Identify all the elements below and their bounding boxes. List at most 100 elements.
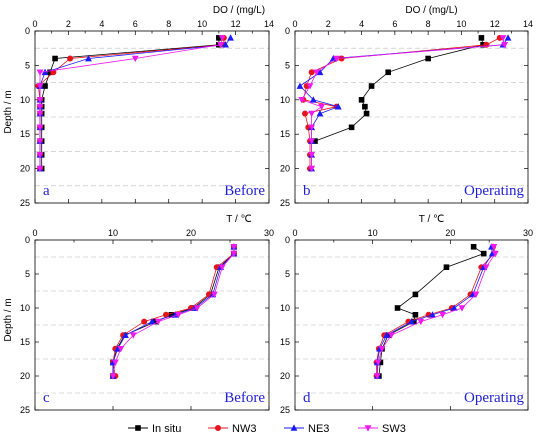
data-point [417, 318, 425, 326]
legend-item-nw3: NW3 [208, 423, 256, 435]
data-point [67, 55, 74, 62]
x-tick-label: 0 [292, 228, 297, 238]
data-point [296, 82, 304, 89]
x-axis-title: T / ℃ [226, 214, 252, 225]
x-tick-label: 10 [456, 19, 466, 29]
data-point [334, 103, 342, 110]
y-tick-label: 0 [25, 26, 30, 36]
y-tick-label: 5 [25, 269, 30, 279]
y-tick-label: 25 [280, 405, 290, 415]
series-sw3 [373, 244, 499, 380]
x-tick-label: 12 [490, 19, 500, 29]
data-point [298, 97, 306, 104]
data-point [308, 152, 316, 159]
data-point [490, 244, 498, 251]
legend-item-ne3: NE3 [284, 423, 329, 435]
data-point [36, 69, 44, 76]
data-point [318, 103, 326, 111]
series-sw3 [36, 35, 226, 173]
data-point [227, 34, 234, 41]
data-point [385, 69, 391, 76]
phase-label: Operating [464, 183, 524, 199]
data-point [478, 35, 485, 41]
legend: In situ NW3 NE3 SW3 [128, 423, 406, 435]
panel-letter: d [303, 390, 311, 406]
x-tick-label: 14 [264, 19, 274, 29]
x-axis-title: T / ℃ [419, 214, 445, 225]
x-tick-label: 10 [108, 228, 118, 238]
y-tick-label: 5 [285, 269, 290, 279]
data-point [36, 97, 44, 104]
x-tick-label: 10 [368, 228, 378, 238]
data-point [383, 331, 391, 338]
panel-a: 0 2 4 6 8 10 12 14 0 5 10 15 20 25 DO / (mg/L) Depth / … [3, 5, 274, 208]
phase-label: Before [224, 183, 265, 199]
x-tick-label: 2 [66, 19, 71, 29]
y-tick-label: 0 [285, 26, 290, 36]
panel-b: 0 2 4 6 8 10 12 14 0 5 10 15 20 25 DO / (mg/L) b Operati… [280, 5, 533, 208]
series-in-situ [110, 244, 237, 379]
x-tick-label: 6 [133, 19, 138, 29]
data-point [439, 312, 446, 319]
phase-label: Before [224, 390, 265, 406]
data-point [109, 373, 117, 380]
x-tick-label: 14 [523, 19, 533, 29]
y-tick-label: 10 [20, 303, 30, 313]
data-point [412, 291, 419, 298]
data-point [301, 110, 308, 117]
data-point [312, 138, 318, 144]
series-nw3 [300, 34, 503, 172]
data-point [216, 35, 222, 41]
data-point [217, 41, 224, 49]
data-point [362, 103, 368, 110]
data-point [358, 97, 365, 103]
data-point [36, 110, 44, 118]
legend-item-sw3: SW3 [358, 423, 406, 435]
x-tick-label: 0 [32, 19, 37, 29]
data-point [504, 34, 512, 41]
legend-marker [215, 425, 221, 431]
legend-label: SW3 [382, 423, 406, 435]
data-point [131, 55, 139, 63]
series-sw3 [298, 35, 509, 173]
y-tick-label: 20 [20, 164, 30, 174]
series-line [376, 246, 495, 376]
x-tick-label: 8 [166, 19, 171, 29]
series-ne3 [36, 34, 234, 172]
data-point [316, 109, 324, 117]
y-tick-label: 0 [285, 235, 290, 245]
data-point [411, 318, 417, 325]
legend-item-in-situ: In situ [128, 423, 181, 435]
data-point [373, 373, 381, 380]
x-tick-label: 20 [186, 228, 196, 238]
data-point [363, 110, 370, 117]
data-point [348, 124, 355, 131]
series-ne3 [109, 243, 238, 379]
legend-marker [135, 425, 141, 431]
data-point [309, 96, 317, 103]
data-point [377, 359, 384, 366]
y-tick-label: 20 [280, 371, 290, 381]
data-point [148, 318, 156, 325]
series-ne3 [373, 243, 496, 379]
panel-c: 0 10 20 30 0 5 10 15 20 25 T / ℃ Depth / m c Before [3, 214, 274, 415]
data-point [408, 318, 415, 325]
data-point [333, 55, 341, 63]
series-line [378, 246, 485, 377]
data-point [141, 318, 148, 325]
series-sw3 [109, 244, 238, 380]
x-tick-label: 20 [445, 228, 455, 238]
legend-marker [364, 425, 372, 432]
x-tick-label: 6 [392, 19, 397, 29]
x-axis-title: DO / (mg/L) [213, 5, 265, 16]
panel-letter: a [43, 183, 50, 199]
x-tick-label: 30 [264, 228, 274, 238]
y-tick-label: 5 [285, 60, 290, 70]
data-point [218, 264, 226, 271]
data-point [122, 331, 129, 338]
data-point [230, 244, 238, 251]
data-point [480, 250, 487, 257]
panel-d: 0 10 20 30 0 5 10 15 20 25 T / ℃ d Operating [280, 214, 533, 415]
data-point [42, 83, 48, 89]
y-tick-label: 5 [25, 60, 30, 70]
